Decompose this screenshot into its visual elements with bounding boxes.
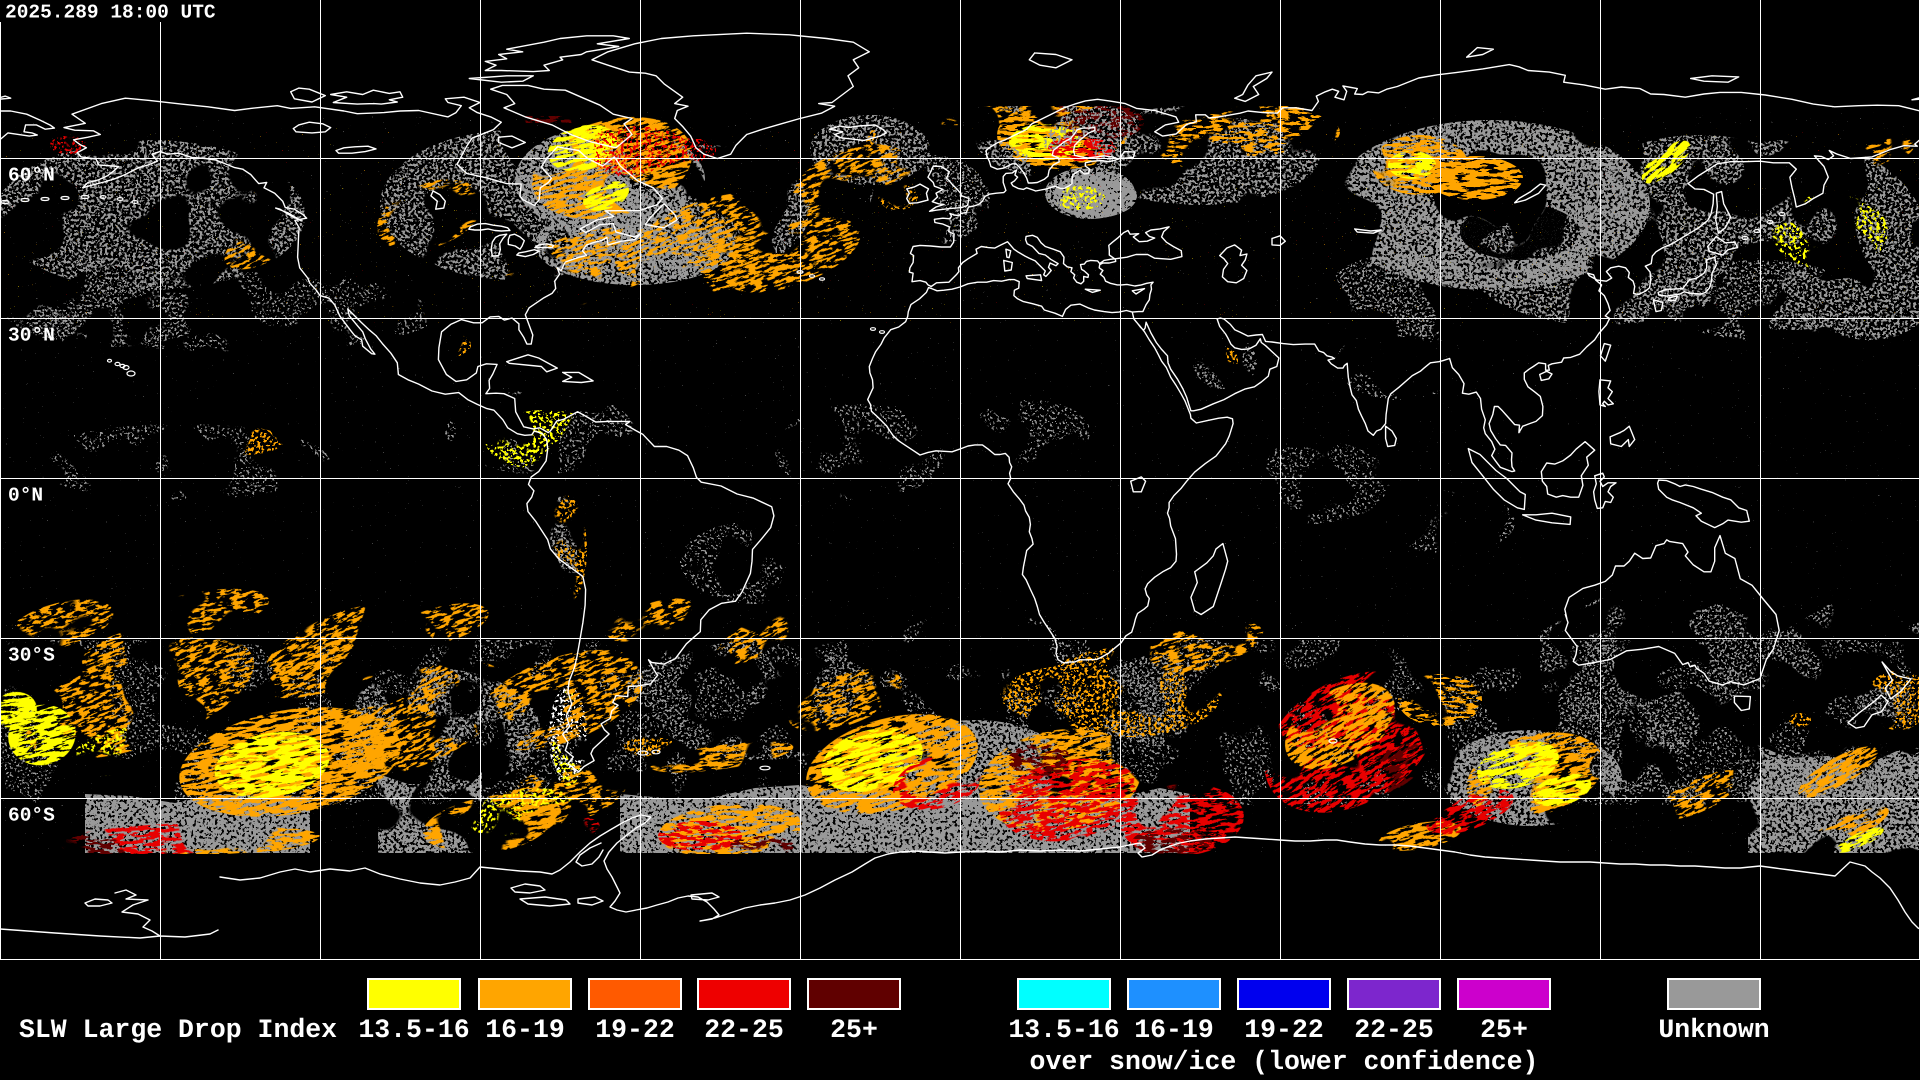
svg-text:13.5-16: 13.5-16: [358, 1015, 469, 1045]
svg-text:2025.289 18:00 UTC: 2025.289 18:00 UTC: [5, 2, 216, 24]
svg-text:25+: 25+: [830, 1015, 878, 1045]
svg-text:25+: 25+: [1480, 1015, 1528, 1045]
svg-text:0°N: 0°N: [8, 484, 43, 506]
svg-text:19-22: 19-22: [595, 1015, 675, 1045]
svg-text:19-22: 19-22: [1244, 1015, 1324, 1045]
svg-text:60°S: 60°S: [8, 804, 55, 826]
svg-text:30°N: 30°N: [8, 324, 55, 346]
svg-text:22-25: 22-25: [1354, 1015, 1434, 1045]
svg-text:16-19: 16-19: [485, 1015, 565, 1045]
svg-text:over snow/ice (lower confidenc: over snow/ice (lower confidence): [1030, 1047, 1539, 1077]
svg-text:Unknown: Unknown: [1658, 1015, 1769, 1045]
svg-text:60°N: 60°N: [8, 164, 55, 186]
svg-text:30°S: 30°S: [8, 644, 55, 666]
svg-text:22-25: 22-25: [704, 1015, 784, 1045]
svg-text:13.5-16: 13.5-16: [1008, 1015, 1119, 1045]
svg-text:SLW Large Drop Index: SLW Large Drop Index: [19, 1015, 337, 1045]
svg-text:16-19: 16-19: [1134, 1015, 1214, 1045]
